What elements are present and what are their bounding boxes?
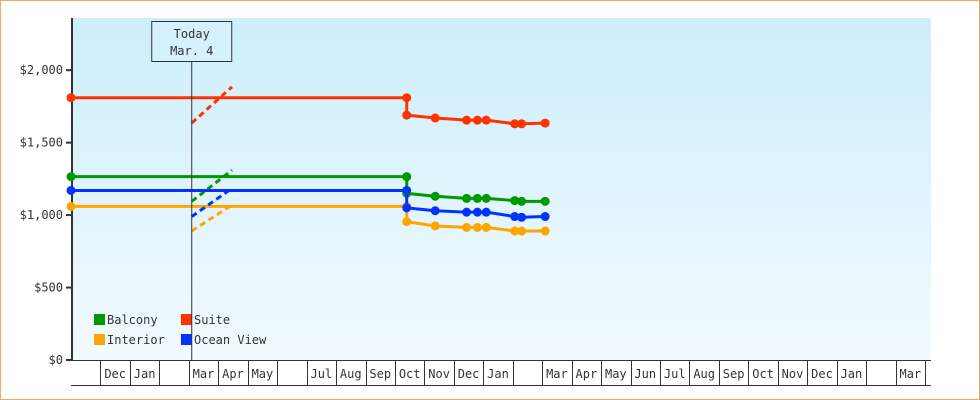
y-tick-label: $500 bbox=[34, 281, 63, 295]
data-point bbox=[472, 222, 482, 232]
data-point bbox=[510, 196, 520, 206]
legend-swatch bbox=[94, 314, 105, 325]
legend-swatch bbox=[94, 334, 105, 345]
forecast-line bbox=[190, 168, 233, 203]
legend-label: Balcony bbox=[107, 313, 158, 327]
data-point bbox=[402, 185, 412, 195]
data-point bbox=[510, 119, 520, 129]
data-point bbox=[430, 206, 440, 216]
x-tick-label: Aug bbox=[693, 367, 715, 381]
data-point bbox=[540, 196, 550, 206]
x-tick-label: May bbox=[252, 367, 274, 381]
x-tick-label: Nov bbox=[428, 367, 450, 381]
forecast-line bbox=[190, 187, 233, 218]
legend-swatch bbox=[181, 334, 192, 345]
data-point bbox=[66, 93, 76, 103]
data-point bbox=[472, 115, 482, 125]
x-tick-label: Oct bbox=[399, 367, 421, 381]
data-point bbox=[402, 93, 412, 103]
today-title: Today bbox=[174, 27, 210, 41]
data-point bbox=[517, 226, 527, 236]
x-tick-label: Dec bbox=[104, 367, 126, 381]
x-tick-label: Dec bbox=[811, 367, 833, 381]
data-point bbox=[481, 207, 491, 217]
data-point bbox=[402, 203, 412, 213]
x-tick-label: Jan bbox=[487, 367, 509, 381]
data-point bbox=[462, 193, 472, 203]
data-point bbox=[462, 222, 472, 232]
data-point bbox=[517, 119, 527, 129]
data-point bbox=[402, 172, 412, 182]
legend-label: Ocean View bbox=[194, 333, 267, 347]
x-tick-label: Apr bbox=[222, 367, 244, 381]
x-tick-label: Jul bbox=[664, 367, 686, 381]
data-point bbox=[66, 201, 76, 211]
data-point bbox=[402, 110, 412, 120]
y-tick-label: $1,500 bbox=[20, 136, 63, 150]
data-point bbox=[540, 118, 550, 128]
today-date: Mar. 4 bbox=[170, 44, 213, 58]
x-tick-label: Jan bbox=[134, 367, 156, 381]
data-point bbox=[472, 207, 482, 217]
x-tick-label: Apr bbox=[576, 367, 598, 381]
today-marker-box bbox=[151, 21, 233, 62]
data-point bbox=[481, 222, 491, 232]
data-point bbox=[462, 115, 472, 125]
data-point bbox=[481, 115, 491, 125]
data-point bbox=[510, 212, 520, 222]
legend-label: Interior bbox=[107, 333, 165, 347]
data-point bbox=[510, 226, 520, 236]
data-point bbox=[517, 196, 527, 206]
x-tick-label: Oct bbox=[752, 367, 774, 381]
data-point bbox=[402, 217, 412, 227]
data-point bbox=[517, 212, 527, 222]
x-tick-label: Nov bbox=[782, 367, 804, 381]
x-tick-label: Jun bbox=[634, 367, 656, 381]
x-tick-label: Jul bbox=[310, 367, 332, 381]
x-tick-label: Jan bbox=[841, 367, 863, 381]
x-tick-label: Dec bbox=[458, 367, 480, 381]
legend-swatch bbox=[181, 314, 192, 325]
forecast-line bbox=[190, 85, 233, 125]
x-tick-label: May bbox=[605, 367, 627, 381]
data-point bbox=[462, 207, 472, 217]
data-point bbox=[430, 191, 440, 201]
data-point bbox=[481, 193, 491, 203]
data-point bbox=[472, 193, 482, 203]
y-tick-label: $1,000 bbox=[20, 208, 63, 222]
data-point bbox=[430, 113, 440, 123]
data-point bbox=[66, 172, 76, 182]
x-tick-label: Mar bbox=[546, 367, 568, 381]
data-point bbox=[540, 212, 550, 222]
y-tick-label: $0 bbox=[49, 353, 63, 367]
y-tick-label: $2,000 bbox=[20, 63, 63, 77]
data-point bbox=[430, 221, 440, 231]
x-tick-label: Aug bbox=[340, 367, 362, 381]
x-tick-label: Mar bbox=[899, 367, 921, 381]
data-point bbox=[540, 226, 550, 236]
x-tick-label: Sep bbox=[369, 367, 391, 381]
x-tick-label: Sep bbox=[723, 367, 745, 381]
data-point bbox=[66, 185, 76, 195]
x-tick-label: Mar bbox=[193, 367, 215, 381]
legend-label: Suite bbox=[194, 313, 230, 327]
forecast-line bbox=[190, 203, 233, 233]
